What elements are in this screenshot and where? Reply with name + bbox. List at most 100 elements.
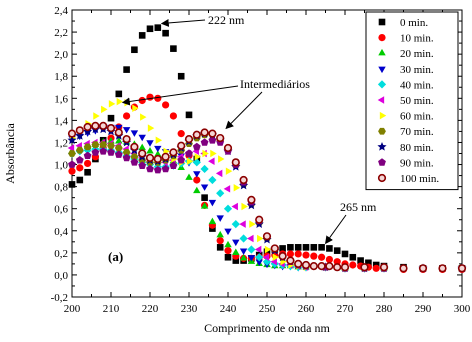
legend-marker bbox=[378, 34, 386, 42]
data-point bbox=[294, 250, 302, 258]
panel-label: (a) bbox=[108, 249, 123, 264]
data-point bbox=[272, 253, 280, 261]
annotation-arrow bbox=[225, 91, 263, 130]
annotations: 222 nm Intermediários 265 nm (a) bbox=[108, 13, 377, 264]
data-point bbox=[216, 133, 225, 143]
legend-marker bbox=[379, 111, 387, 120]
data-point bbox=[93, 112, 100, 120]
x-tick-label: 220 bbox=[142, 303, 159, 315]
data-point bbox=[123, 112, 131, 120]
data-point bbox=[379, 263, 389, 272]
data-point bbox=[76, 164, 84, 172]
data-point bbox=[333, 258, 341, 266]
y-tick-label: 2,4 bbox=[54, 5, 68, 17]
data-point bbox=[255, 259, 263, 266]
data-point bbox=[239, 234, 248, 243]
legend-label: 80 min. bbox=[400, 142, 434, 154]
data-point bbox=[418, 264, 428, 273]
data-point bbox=[231, 220, 240, 229]
data-point bbox=[223, 143, 233, 153]
data-point bbox=[247, 255, 256, 262]
legend-marker bbox=[377, 80, 387, 89]
annotation-intermediarios: Intermediários bbox=[240, 77, 310, 91]
data-point bbox=[270, 257, 277, 266]
data-point bbox=[249, 220, 256, 228]
data-point bbox=[83, 122, 92, 132]
data-point bbox=[146, 164, 154, 173]
data-point bbox=[155, 136, 163, 144]
data-point bbox=[200, 138, 209, 146]
annotation-222nm: 222 nm bbox=[208, 13, 245, 27]
legend-label: 10 min. bbox=[400, 33, 434, 45]
x-tick-label: 290 bbox=[415, 303, 432, 315]
data-point bbox=[115, 137, 123, 144]
data-point bbox=[200, 128, 209, 137]
legend-label: 20 min. bbox=[400, 48, 434, 60]
data-point bbox=[114, 150, 123, 158]
data-point bbox=[91, 141, 100, 149]
data-point bbox=[231, 158, 240, 167]
data-point bbox=[239, 220, 246, 228]
data-point bbox=[162, 29, 169, 37]
data-point bbox=[193, 171, 201, 178]
data-point bbox=[106, 124, 116, 133]
data-point bbox=[224, 253, 232, 261]
legend-label: 50 min. bbox=[400, 95, 434, 107]
data-point bbox=[457, 264, 467, 273]
data-point bbox=[255, 215, 264, 224]
data-point bbox=[123, 66, 130, 73]
data-point bbox=[138, 134, 146, 142]
data-point bbox=[225, 167, 233, 175]
data-point bbox=[122, 149, 131, 156]
data-point bbox=[208, 157, 215, 165]
data-point bbox=[130, 153, 139, 161]
x-tick-label: 200 bbox=[64, 303, 81, 315]
y-tick-label: 2,2 bbox=[54, 27, 68, 39]
data-point bbox=[140, 113, 147, 121]
data-point bbox=[130, 142, 139, 151]
data-point bbox=[75, 146, 84, 154]
data-point bbox=[216, 244, 224, 251]
x-tick-label: 240 bbox=[220, 303, 237, 315]
legend-marker bbox=[377, 96, 385, 104]
data-point bbox=[107, 148, 115, 156]
data-point bbox=[146, 25, 154, 33]
data-point bbox=[224, 228, 232, 236]
data-point bbox=[208, 129, 217, 138]
data-point bbox=[216, 230, 224, 238]
data-point bbox=[232, 257, 240, 264]
data-point bbox=[349, 261, 357, 269]
y-tick-label: 1,0 bbox=[54, 160, 68, 172]
data-point bbox=[108, 100, 116, 108]
legend-label: 0 min. bbox=[400, 17, 428, 29]
data-point bbox=[202, 149, 209, 158]
data-point bbox=[161, 164, 170, 173]
data-point bbox=[99, 121, 108, 131]
data-point bbox=[194, 153, 202, 161]
x-axis-label: Comprimento de onda nm bbox=[204, 321, 330, 335]
data-point bbox=[99, 147, 108, 155]
data-point bbox=[130, 158, 139, 166]
data-point bbox=[218, 155, 225, 163]
legend-marker bbox=[377, 173, 387, 183]
data-point bbox=[232, 239, 240, 247]
y-axis-label: Absorbância bbox=[3, 123, 17, 184]
data-point bbox=[200, 202, 209, 209]
data-point bbox=[262, 232, 272, 241]
data-point bbox=[302, 251, 310, 259]
data-point bbox=[138, 149, 147, 158]
data-point bbox=[193, 186, 201, 194]
data-point bbox=[177, 156, 186, 164]
data-point bbox=[154, 150, 162, 157]
data-point bbox=[169, 112, 177, 120]
data-point bbox=[216, 189, 225, 198]
annotation-arrow bbox=[325, 214, 347, 245]
data-point bbox=[223, 204, 233, 213]
data-point bbox=[279, 245, 286, 252]
data-point bbox=[75, 126, 84, 135]
data-point bbox=[200, 164, 209, 174]
data-point bbox=[216, 215, 224, 222]
data-point bbox=[399, 264, 408, 273]
data-point bbox=[340, 263, 350, 272]
data-point bbox=[318, 253, 326, 261]
